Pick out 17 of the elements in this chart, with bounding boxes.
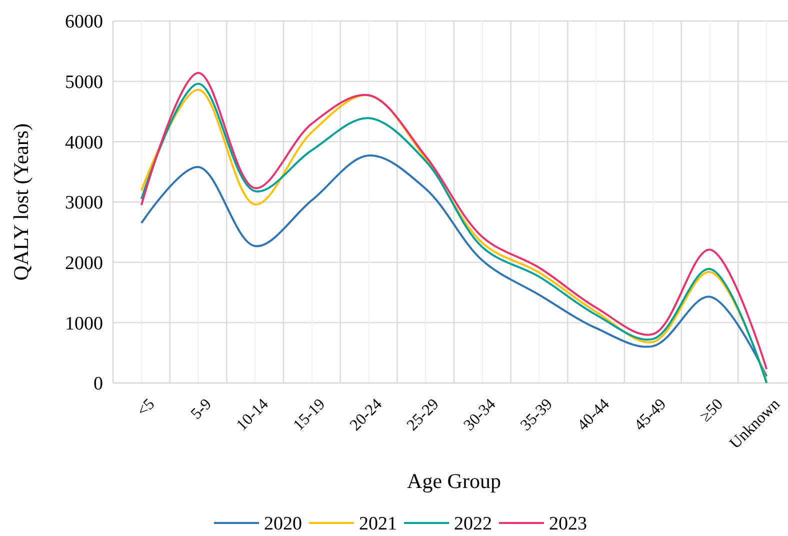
legend-label: 2021: [359, 514, 397, 535]
x-tick-label: <5: [134, 396, 158, 420]
legend-label: 2022: [454, 514, 492, 535]
y-tick-label: 5000: [65, 72, 103, 93]
x-tick-label: ≥50: [696, 396, 726, 426]
line-series: [140, 154, 768, 378]
legend-label: 2020: [264, 514, 302, 535]
y-tick-label: 2000: [65, 252, 103, 274]
y-tick-label: 4000: [65, 132, 103, 154]
y-tick-label: 1000: [65, 313, 103, 334]
legend-label: 2023: [549, 514, 587, 535]
y-tick-label: 6000: [65, 12, 103, 33]
y-tick-label: 0: [94, 374, 103, 395]
y-tick-label: 3000: [65, 192, 103, 214]
x-tick-label: 5-9: [188, 396, 215, 423]
y-axis-title: QALY lost (Years): [9, 123, 33, 281]
x-axis-title: Age Group: [407, 469, 501, 493]
